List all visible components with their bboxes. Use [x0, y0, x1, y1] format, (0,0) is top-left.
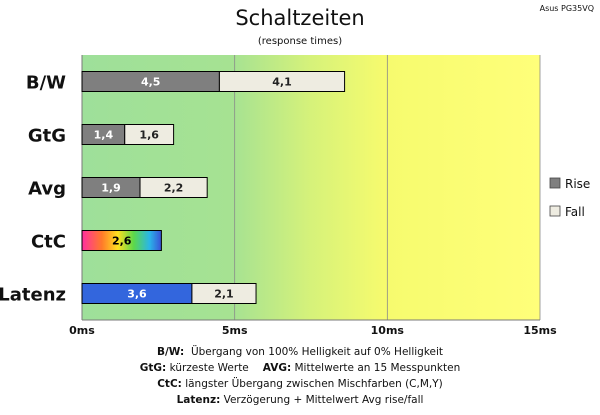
note-gtg-avg: GtG: kürzeste Werte AVG: Mittelwerte an 1… — [139, 362, 461, 374]
x-tick-label: 5ms — [222, 324, 248, 337]
note-ctc: CtC: längster Übergang zwischen Mischfar… — [157, 378, 443, 390]
x-tick-label: 0ms — [69, 324, 95, 337]
bar-rise-label: 1,4 — [94, 129, 114, 142]
bar-rise-label: 4,5 — [141, 76, 161, 89]
bar-fall-label: 1,6 — [139, 129, 159, 142]
category-label: GtG — [28, 126, 66, 147]
x-tick-label: 10ms — [371, 324, 405, 337]
footnotes: B/W: Übergang von 100% Helligkeit auf 0%… — [0, 344, 600, 408]
plot-area: 0ms 5ms 10ms 15ms B/W 4,5 4,1 GtG 1,4 1,6 Avg 1,9 2,… — [0, 55, 590, 337]
legend-label-fall: Fall — [565, 205, 585, 219]
legend-swatch-fall — [549, 205, 561, 217]
category-label: Latenz — [0, 285, 66, 306]
bar-fall — [218, 71, 346, 92]
legend-swatch-rise — [549, 177, 561, 189]
bar-fall — [124, 124, 175, 145]
category-label: CtC — [31, 232, 66, 253]
chart-subtitle: (response times) — [257, 36, 343, 47]
x-tick-label: 15ms — [523, 324, 557, 337]
bar-rise — [81, 230, 162, 251]
bar-fall — [139, 177, 208, 198]
category-label: Avg — [28, 179, 66, 200]
bar-rise-label: 2,6 — [112, 235, 132, 248]
chart-title: Schaltzeiten — [235, 6, 365, 30]
bar-fall-label: 2,1 — [214, 288, 234, 301]
bar-rise-label: 3,6 — [127, 288, 147, 301]
bar-fall-label: 2,2 — [164, 182, 184, 195]
bar-fall-label: 4,1 — [272, 76, 292, 89]
note-latency: Latenz: Verzögerung + Mittelwert Avg ris… — [176, 394, 424, 406]
category-label: B/W — [26, 73, 66, 94]
note-bw: B/W: Übergang von 100% Helligkeit auf 0%… — [156, 346, 444, 358]
legend-label-rise: Rise — [565, 177, 590, 191]
bar-rise-label: 1,9 — [101, 182, 121, 195]
monitor-model-label: Asus PG35VQ — [539, 4, 594, 13]
bar-fall — [191, 283, 257, 304]
